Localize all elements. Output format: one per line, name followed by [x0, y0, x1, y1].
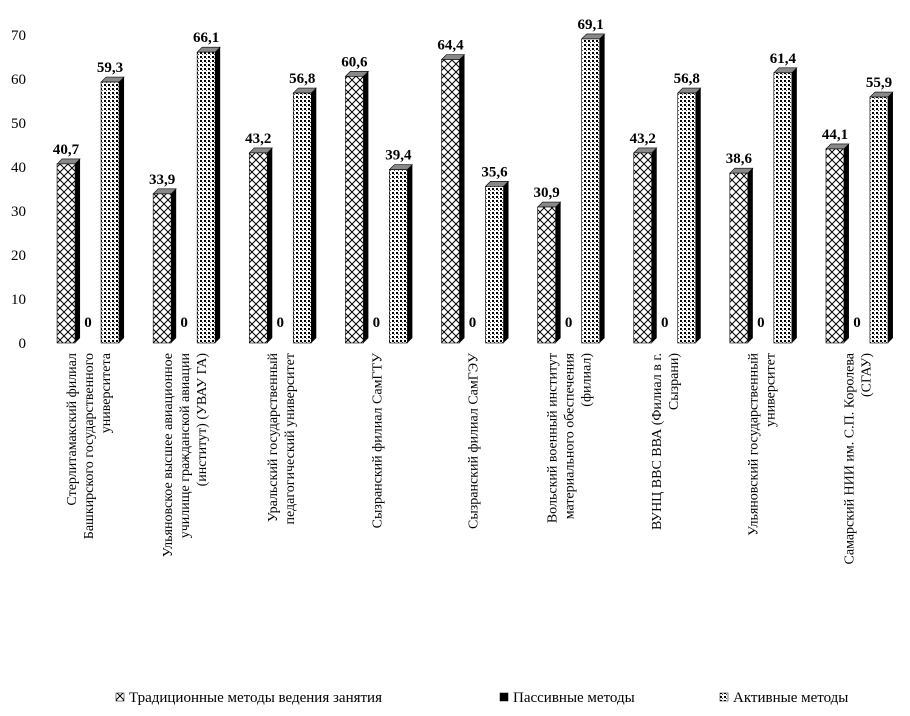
y-tick-label: 10 — [11, 292, 26, 308]
y-tick-label: 40 — [11, 160, 26, 176]
y-tick-label: 30 — [11, 204, 26, 220]
data-label: 0 — [661, 315, 669, 331]
bar-4-series-3 — [388, 164, 414, 344]
y-axis: 0 10 20 30 40 50 60 70 — [11, 28, 26, 352]
bar-2-series-3 — [196, 46, 221, 344]
category-label: Ульяновский государственный университет — [746, 353, 778, 536]
category-label: Стерлитамакский филиал Башкирского госуда… — [65, 352, 114, 539]
data-label: 33,9 — [149, 172, 175, 188]
data-label: 56,8 — [289, 71, 315, 87]
data-label: 0 — [373, 315, 381, 331]
data-label: 0 — [84, 315, 92, 331]
data-label: 43,2 — [245, 131, 271, 147]
data-label: 0 — [469, 315, 477, 331]
data-label: 55,9 — [866, 75, 892, 91]
bar-7-series-1 — [632, 147, 658, 344]
data-label: 61,4 — [770, 51, 797, 67]
data-label: 38,6 — [726, 151, 753, 167]
legend-item-1: Традиционные методы ведения занятия — [115, 690, 382, 706]
legend-swatch — [115, 692, 125, 702]
data-label: 66,1 — [193, 30, 219, 46]
bar-4-series-1 — [344, 71, 370, 344]
category-label: ВУНЦ ВВС ВВА (Филиал в г. Сызрани) — [650, 353, 682, 530]
bar-8-series-1 — [729, 167, 754, 344]
category-label: Ульяновское высшее авиационное училище гр… — [161, 353, 210, 558]
bar-6-series-1 — [536, 201, 562, 344]
data-label: 69,1 — [577, 17, 603, 33]
category-label: Уральский государственный педагогический … — [266, 352, 298, 524]
data-label: 39,4 — [385, 148, 412, 164]
category-labels: Стерлитамакский филиал Башкирского госуда… — [65, 352, 874, 564]
legend-item-3: Активные методы — [719, 690, 848, 706]
bar-5-series-3 — [484, 181, 510, 344]
y-tick-label: 70 — [11, 28, 26, 44]
bar-3-series-3 — [292, 87, 318, 344]
data-label: 0 — [853, 315, 861, 331]
y-tick-label: 50 — [11, 116, 26, 132]
bar-9-series-1 — [825, 143, 850, 344]
bar-2-series-1 — [152, 188, 177, 344]
data-label: 60,6 — [341, 54, 368, 70]
data-label: 64,4 — [437, 38, 464, 54]
data-label: 30,9 — [533, 185, 559, 201]
data-label: 43,2 — [630, 131, 656, 147]
y-tick-label: 0 — [19, 336, 27, 352]
legend-label: Активные методы — [733, 690, 848, 706]
legend-label: Традиционные методы ведения занятия — [129, 690, 382, 706]
y-tick-label: 60 — [11, 72, 26, 88]
data-label: 59,3 — [97, 60, 123, 76]
category-label: Сызранский филиал СамГЭУ — [467, 353, 482, 529]
data-label: 0 — [565, 315, 573, 331]
legend-item-2: Пассивные методы — [499, 690, 635, 706]
data-label: 0 — [757, 315, 765, 331]
data-label: 0 — [180, 315, 188, 331]
legend-swatch — [499, 692, 509, 702]
bar-1-series-1 — [56, 158, 81, 344]
bar-5-series-1 — [440, 54, 466, 344]
bar-7-series-3 — [676, 87, 702, 344]
category-label: Самарский НИИ им. С.П. Королева (СГАУ) — [842, 352, 874, 564]
legend: Традиционные методы ведения занятия Пасси… — [115, 690, 848, 706]
data-label: 0 — [277, 315, 285, 331]
bar-8-series-3 — [773, 67, 798, 344]
category-label: Вольский военный институт материального о… — [546, 352, 595, 523]
bars — [56, 33, 894, 344]
data-label: 35,6 — [481, 164, 508, 180]
data-label: 44,1 — [822, 127, 848, 143]
bar-6-series-3 — [580, 33, 606, 344]
legend-swatch — [719, 692, 729, 702]
bar-1-series-3 — [100, 76, 125, 344]
y-tick-label: 20 — [11, 248, 26, 264]
bar-3-series-1 — [248, 147, 274, 344]
bar-9-series-3 — [869, 91, 894, 344]
category-label: Сызранский филиал СамГТУ — [370, 353, 385, 528]
legend-label: Пассивные методы — [513, 690, 635, 706]
data-labels: 40,7 0 59,3 33,9 0 66,1 43,2 0 56,8 60,6 0 39,4 64,4… — [53, 17, 892, 331]
data-label: 56,8 — [674, 71, 700, 87]
data-label: 40,7 — [53, 142, 80, 158]
